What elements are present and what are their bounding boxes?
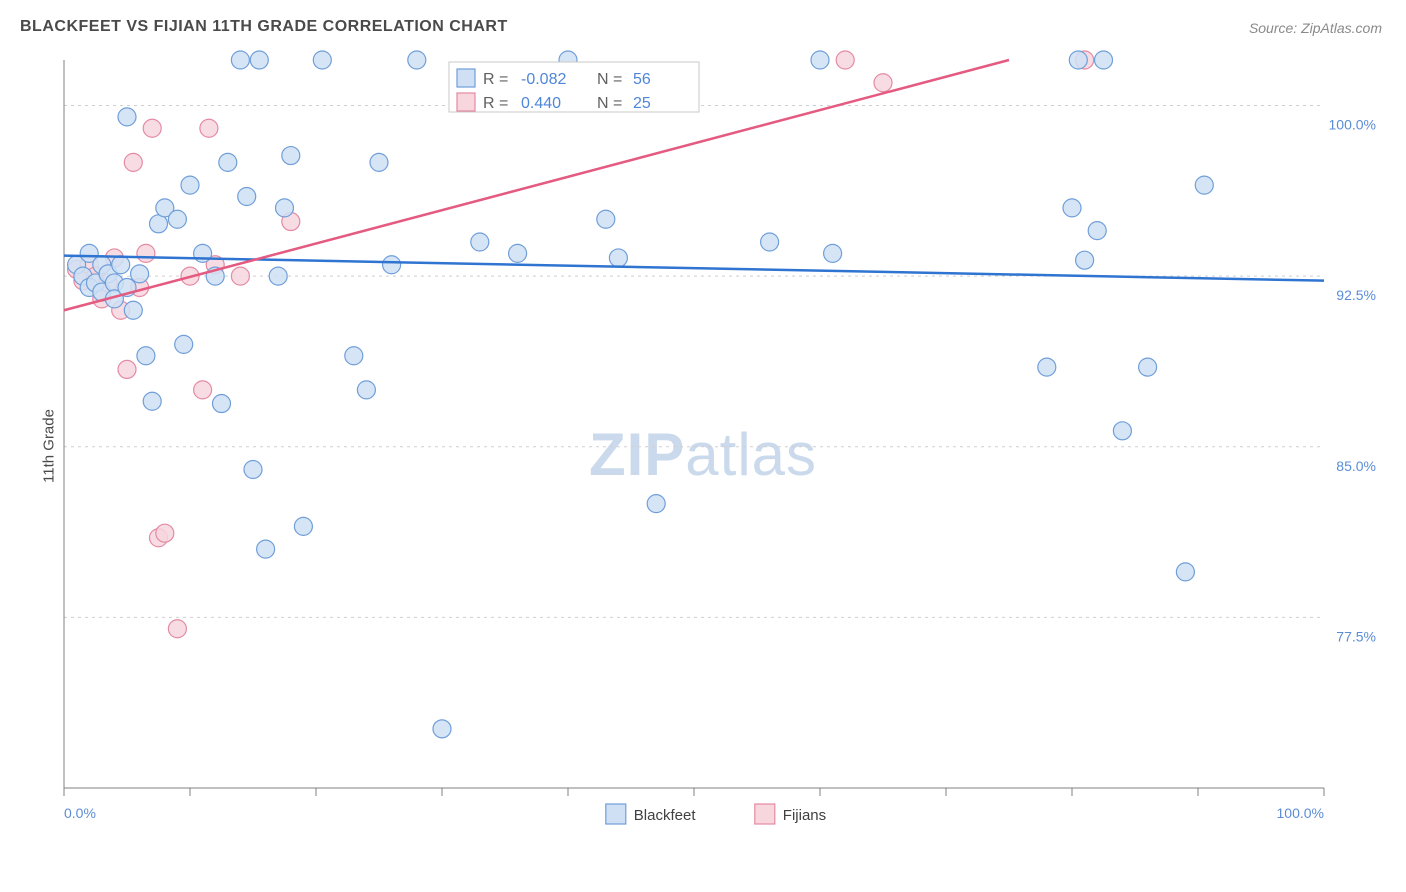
stat-r-label: R = (483, 71, 508, 88)
blackfeet-point (357, 381, 375, 399)
blackfeet-point (143, 392, 161, 410)
blackfeet-point (231, 51, 249, 69)
fijians-point (874, 74, 892, 92)
blackfeet-point (1195, 176, 1213, 194)
blackfeet-point (150, 215, 168, 233)
blackfeet-point (1038, 358, 1056, 376)
blackfeet-point (257, 540, 275, 558)
blackfeet-point (1095, 51, 1113, 69)
blackfeet-point (824, 244, 842, 262)
blackfeet-legend-swatch (606, 804, 626, 824)
fijians-n-value: 25 (633, 95, 651, 112)
blackfeet-point (597, 210, 615, 228)
x-tick-label: 0.0% (64, 805, 96, 821)
fijians-point (137, 244, 155, 262)
blackfeet-point (609, 249, 627, 267)
fijians-point (124, 153, 142, 171)
blackfeet-point (112, 256, 130, 274)
y-tick-label: 85.0% (1336, 458, 1376, 474)
blackfeet-point (294, 517, 312, 535)
blackfeet-point (1088, 222, 1106, 240)
fijians-legend-swatch (755, 804, 775, 824)
fijians-legend-label: Fijians (783, 807, 826, 824)
blackfeet-point (137, 347, 155, 365)
fijians-swatch (457, 93, 475, 111)
blackfeet-n-value: 56 (633, 71, 651, 88)
blackfeet-point (1063, 199, 1081, 217)
blackfeet-point (213, 395, 231, 413)
source-label: Source: ZipAtlas.com (1249, 20, 1382, 36)
fijians-point (836, 51, 854, 69)
blackfeet-point (269, 267, 287, 285)
blackfeet-point (471, 233, 489, 251)
stat-n-label: N = (597, 95, 622, 112)
y-tick-label: 100.0% (1329, 117, 1376, 133)
blackfeet-point (282, 147, 300, 165)
blackfeet-point (313, 51, 331, 69)
blackfeet-point (118, 108, 136, 126)
blackfeet-legend-label: Blackfeet (634, 807, 697, 824)
blackfeet-point (1069, 51, 1087, 69)
stat-n-label: N = (597, 71, 622, 88)
blackfeet-point (244, 461, 262, 479)
fijians-point (200, 119, 218, 137)
fijians-r-value: 0.440 (521, 95, 561, 112)
blackfeet-point (175, 335, 193, 353)
blackfeet-point (1176, 563, 1194, 581)
chart-title: BLACKFEET VS FIJIAN 11TH GRADE CORRELATI… (20, 18, 508, 36)
x-tick-label: 100.0% (1277, 805, 1324, 821)
blackfeet-point (276, 199, 294, 217)
blackfeet-point (1139, 358, 1157, 376)
blackfeet-point (509, 244, 527, 262)
blackfeet-point (168, 210, 186, 228)
blackfeet-point (238, 188, 256, 206)
blackfeet-point (345, 347, 363, 365)
blackfeet-point (383, 256, 401, 274)
fijians-point (118, 360, 136, 378)
y-tick-label: 92.5% (1336, 287, 1376, 303)
blackfeet-swatch (457, 69, 475, 87)
blackfeet-point (761, 233, 779, 251)
blackfeet-point (433, 720, 451, 738)
blackfeet-point (1113, 422, 1131, 440)
y-tick-label: 77.5% (1336, 628, 1376, 644)
fijians-point (168, 620, 186, 638)
stat-r-label: R = (483, 95, 508, 112)
scatter-chart: 77.5% 85.0% 92.5% 100.0% 0.0% 100.0% R = -0.082… (54, 48, 1384, 848)
blackfeet-point (124, 301, 142, 319)
fijians-point (231, 267, 249, 285)
blackfeet-point (408, 51, 426, 69)
blackfeet-point (219, 153, 237, 171)
blackfeet-point (181, 176, 199, 194)
blackfeet-point (811, 51, 829, 69)
blackfeet-point (1076, 251, 1094, 269)
blackfeet-point (250, 51, 268, 69)
blackfeet-point (370, 153, 388, 171)
fijians-point (143, 119, 161, 137)
fijians-point (194, 381, 212, 399)
blackfeet-r-value: -0.082 (521, 71, 566, 88)
fijians-point (156, 524, 174, 542)
blackfeet-point (131, 265, 149, 283)
blackfeet-point (647, 495, 665, 513)
